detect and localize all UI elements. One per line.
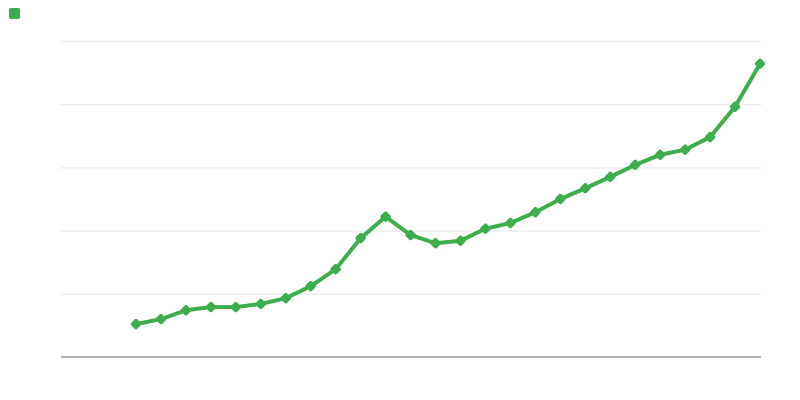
data-point-marker [230,301,242,313]
data-point-marker [605,171,616,183]
data-point-marker [205,301,217,313]
data-point-marker [729,101,741,112]
data-point-marker [580,183,591,194]
data-point-marker [155,313,167,325]
data-point-marker [430,238,441,249]
data-point-marker [530,207,541,218]
data-point-marker [555,193,566,205]
data-point-marker [754,58,766,69]
data-point-marker [330,263,341,275]
data-point-marker [704,131,716,143]
data-point-marker [455,235,466,246]
gridlines [61,40,761,295]
data-point-marker [630,159,641,171]
series-layer [130,58,766,330]
data-point-marker [280,293,291,304]
data-point-marker [380,211,391,222]
data-point-marker [480,223,491,234]
data-point-marker [355,233,366,244]
data-point-marker [305,281,316,292]
legend-swatch [9,8,20,19]
data-point-marker [130,318,142,330]
data-point-marker [654,149,666,160]
series-line [134,61,762,327]
data-point-marker [679,144,691,155]
data-point-marker [505,217,516,229]
data-point-marker [180,305,192,316]
data-point-marker [255,298,266,310]
data-point-marker [405,229,416,241]
